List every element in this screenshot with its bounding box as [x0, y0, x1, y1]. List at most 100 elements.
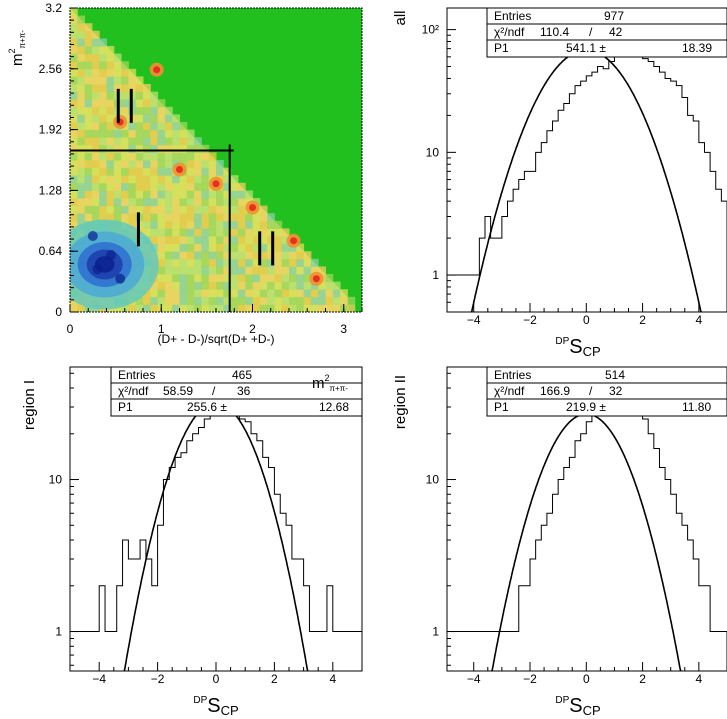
heat-cell [186, 205, 195, 214]
heat-cell [150, 220, 159, 229]
y-tick-label: 2.56 [39, 62, 63, 76]
stats-chi-slash: / [589, 384, 593, 398]
heat-cell [281, 266, 290, 275]
heat-cell [172, 190, 180, 199]
heat-cell [113, 304, 122, 312]
heat-cell [157, 251, 166, 260]
heat-cell [121, 99, 129, 108]
heat-cell [289, 258, 297, 267]
heat-cell [77, 68, 86, 77]
heat-cell [281, 304, 290, 312]
x-tick-label: −4 [467, 313, 481, 327]
heat-cell [208, 304, 217, 312]
heat-cell [128, 160, 137, 169]
dalitz-x-axis-label: (D+ - D-)/sqrt(D+ +D-) [158, 332, 275, 346]
heat-cell [325, 304, 334, 312]
heat-cell [216, 281, 224, 290]
heat-cell [157, 144, 166, 153]
heat-cell [143, 137, 151, 146]
heat-cell [230, 228, 239, 237]
heat-cell [172, 175, 180, 184]
heat-cell [274, 251, 283, 260]
heat-cell [99, 68, 107, 77]
heat-cell [84, 46, 93, 55]
heat-cell [128, 84, 137, 93]
heat-cell [150, 144, 159, 153]
heat-cell [216, 220, 224, 229]
heat-cell [194, 243, 202, 252]
heat-cell [157, 129, 166, 138]
x-tick-label: 3 [340, 322, 347, 336]
hist-all-histogram [447, 46, 727, 312]
heat-cell [289, 289, 297, 298]
heat-cell [128, 190, 137, 199]
heat-cell [179, 304, 188, 312]
heat-cell [121, 76, 129, 85]
heat-cell [223, 205, 232, 214]
hist-regionI-plot-area [70, 367, 362, 671]
heat-cell [208, 236, 217, 245]
y-tick-label: 10 [426, 145, 440, 159]
heat-cell [143, 122, 151, 131]
heat-cell [216, 251, 224, 260]
heat-hot-spot-core [176, 166, 183, 173]
heat-cell [70, 198, 78, 207]
heat-cell [259, 236, 268, 245]
heat-cell [70, 129, 78, 138]
heat-cell [179, 129, 188, 138]
heat-cell [208, 281, 217, 290]
heat-cell [99, 91, 107, 100]
heat-cell [237, 251, 246, 260]
heat-cell [274, 266, 283, 275]
heat-cell [318, 304, 326, 312]
heat-cell [186, 198, 195, 207]
heat-cell [91, 68, 100, 77]
heat-cell [237, 236, 246, 245]
heat-cell [216, 236, 224, 245]
heat-cell [128, 220, 137, 229]
heat-cell [223, 274, 232, 283]
heat-cell [135, 106, 144, 115]
heat-cell [179, 281, 188, 290]
hist-all-y-axis-label: all [392, 10, 409, 25]
heat-cell [106, 182, 115, 191]
heat-cell [70, 53, 78, 62]
heat-cell [77, 91, 86, 100]
heat-cell [157, 258, 166, 267]
heat-cell [121, 213, 129, 222]
heat-cell [186, 258, 195, 267]
heat-cell [230, 205, 239, 214]
heat-cell [186, 236, 195, 245]
heat-cell [135, 129, 144, 138]
heat-cell [223, 167, 232, 176]
heat-cell [164, 167, 173, 176]
heat-cell [223, 281, 232, 290]
stats-chi-value: 166.9 [540, 384, 570, 398]
heat-cell [252, 289, 261, 298]
x-tick-label: 0 [583, 313, 590, 327]
heat-cell [128, 182, 137, 191]
heat-cell [113, 175, 122, 184]
heat-cell [223, 304, 232, 312]
heat-cell [164, 304, 173, 312]
heat-cell [77, 99, 86, 108]
heat-cell [99, 46, 107, 55]
heat-cell [267, 281, 275, 290]
heat-cell [91, 129, 100, 138]
heat-cell [128, 129, 137, 138]
stats-p1-label: P1 [494, 400, 509, 414]
heat-cell [303, 281, 312, 290]
heat-cell [194, 296, 202, 305]
heat-cell [208, 213, 217, 222]
heat-cell [99, 122, 107, 131]
heat-cell [99, 175, 107, 184]
heat-cell [303, 274, 312, 283]
heat-cell [172, 296, 180, 305]
heat-cell [186, 167, 195, 176]
heat-cell [186, 289, 195, 298]
heat-cell [259, 258, 268, 267]
heat-cell [157, 213, 166, 222]
heat-cell [106, 122, 115, 131]
heat-cell [194, 160, 202, 169]
heat-cell [143, 144, 151, 153]
